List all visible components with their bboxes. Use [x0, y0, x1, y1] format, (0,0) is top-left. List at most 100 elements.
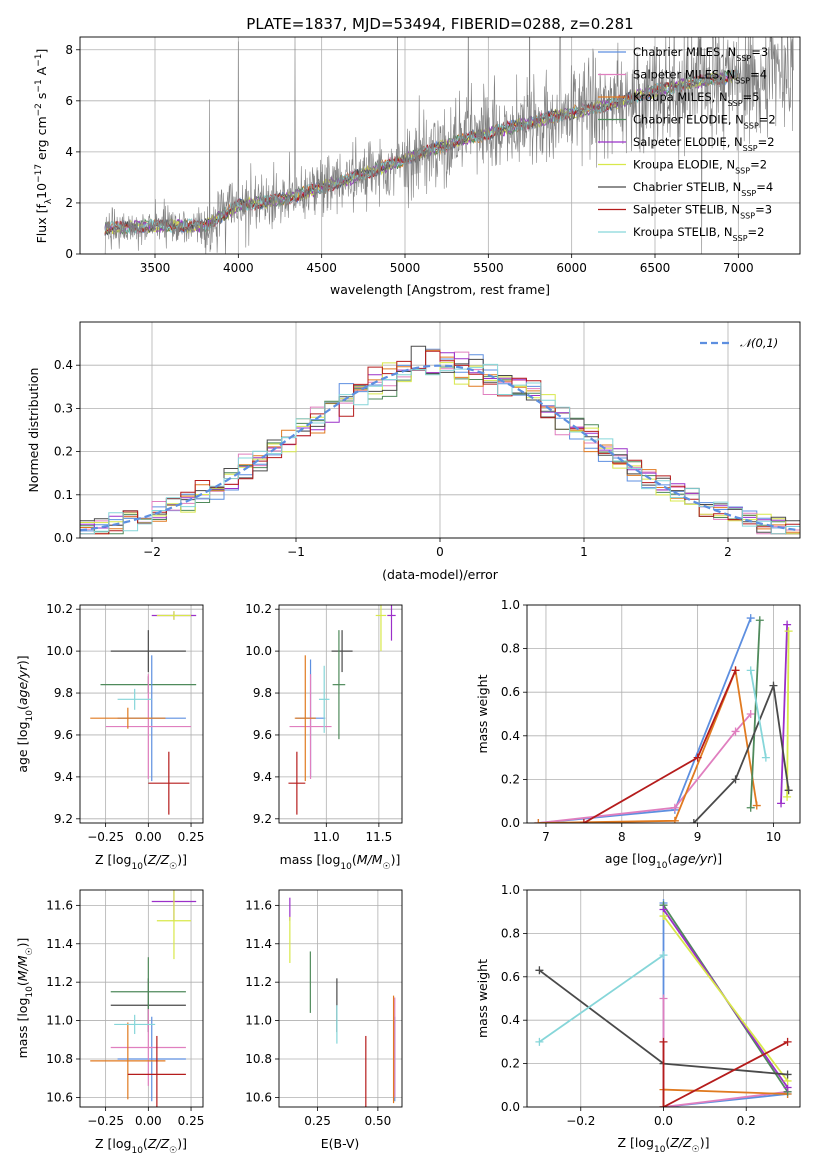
weight-marker: [783, 620, 792, 629]
weight-series: [538, 667, 758, 823]
legend-sub: SSP: [735, 76, 750, 85]
label-part: )]: [15, 655, 30, 665]
x-tick-label: −0.25: [87, 830, 124, 844]
y-tick-label: 0.4: [54, 358, 73, 372]
label-part: Z [log: [618, 1135, 654, 1150]
weight-marker: [784, 627, 793, 636]
weight-marker: [769, 681, 778, 690]
x-tick-label: −1: [287, 545, 305, 559]
weight-marker: [755, 616, 764, 625]
x-tick-label: 6000: [556, 261, 587, 275]
y-tick-label: 11.6: [245, 898, 272, 912]
x-tick-label: 0.00: [135, 1114, 162, 1128]
label-part: ☉: [169, 862, 177, 872]
y-tick-label: 9.2: [253, 812, 272, 826]
label-part: 10: [340, 862, 352, 872]
legend-text: Kroupa MILES, N: [633, 90, 728, 104]
weight-marker: [689, 819, 698, 823]
axes-age-vs-mass: 11.0 11.5 9.2 9.4 9.6 9.8 10.0 10.2 mass [log10(…: [245, 602, 403, 872]
y-tick-label: 0.2: [501, 772, 520, 786]
y-tick-label: 9.6: [253, 728, 272, 742]
label-part: ☉: [169, 1146, 177, 1156]
y-tick-label: 0: [65, 247, 73, 261]
y-axis-label: age [log10(age/yr)]: [15, 655, 35, 772]
weight-marker: [731, 727, 740, 736]
legend-tail: =3: [755, 203, 772, 217]
label-part: 10: [25, 710, 35, 722]
weight-marker: [535, 966, 544, 975]
x-tick-label: 11.5: [366, 830, 393, 844]
errorbar-point: [105, 674, 192, 779]
y-tick-label: 10.0: [46, 644, 73, 658]
y-tick-label: 9.4: [253, 770, 272, 784]
axes-mass-vs-EBV: 0.25 0.50 10.6 10.8 11.0 11.2 11.4 11.6 E(B-V): [245, 889, 403, 1151]
axes-frame: [526, 604, 801, 824]
legend-text: Chabrier ELODIE, N: [633, 113, 744, 127]
weight-marker: [731, 775, 740, 784]
label-part: ☉: [25, 947, 35, 955]
y-tick-label: 11.0: [46, 1014, 73, 1028]
weight-series: [780, 624, 788, 804]
label-part: )]: [177, 852, 187, 867]
errorbar-point: [90, 707, 166, 729]
axes-frame: [526, 889, 801, 1108]
label-part: )]: [700, 1135, 710, 1150]
weight-marker: [752, 801, 761, 810]
axes-frame: [79, 889, 204, 1108]
x-tick-label: 9: [694, 830, 702, 844]
weight-marker: [659, 994, 668, 1003]
label-part: mass [log: [15, 998, 30, 1059]
errorbar-point: [156, 611, 192, 620]
plot-area: [80, 345, 800, 538]
label-part: (: [665, 1135, 670, 1150]
x-tick-label: 4000: [223, 261, 254, 275]
x-tick-label: 0.2: [737, 1114, 756, 1128]
label-part: −1: [34, 79, 44, 92]
legend-entry: Chabrier MILES, NSSP=3: [633, 45, 768, 63]
legend-sub: SSP: [735, 166, 750, 175]
x-tick-label: 0.0: [654, 1114, 673, 1128]
legend-entry: 𝒩(0,1): [740, 336, 778, 350]
x-tick-label: −0.25: [87, 1114, 124, 1128]
x-tick-label: 5000: [390, 261, 421, 275]
legend-entry: Salpeter ELODIE, NSSP=2: [633, 135, 775, 153]
weight-marker: [783, 1037, 792, 1046]
y-tick-label: 11.2: [46, 975, 73, 989]
weight-marker: [746, 710, 755, 718]
y-tick-label: 0.2: [54, 445, 73, 459]
y-tick-label: 6: [65, 94, 73, 108]
label-part: λ: [44, 198, 54, 204]
label-part: age/yr: [672, 851, 713, 866]
y-tick-label: 10.2: [46, 602, 73, 616]
y-tick-label: 0.0: [501, 816, 520, 830]
weight-marker: [746, 666, 755, 675]
legend-sub: SSP: [744, 121, 759, 130]
axes-spectrum: 3500 4000 4500 5000 5500 6000 6500 7000 0 2 4 6 8 wav…: [34, 36, 801, 297]
x-tick-label: 7000: [723, 261, 754, 275]
legend-sub: SSP: [736, 54, 751, 63]
weight-marker: [535, 1037, 544, 1046]
legend-entry: Kroupa STELIB, NSSP=2: [633, 225, 764, 243]
normal-curve: [80, 364, 798, 532]
label-part: Z/Z: [147, 852, 170, 867]
axes-frame: [79, 36, 801, 255]
legend-text: Salpeter STELIB, N: [633, 203, 740, 217]
errorbar-point: [318, 665, 330, 733]
label-part: Z [log: [95, 1136, 131, 1151]
weight-series: [786, 631, 790, 797]
weight-series: [538, 713, 752, 823]
label-part: (: [15, 981, 30, 986]
x-tick-label: 0.25: [178, 1114, 205, 1128]
weight-series: [662, 915, 789, 1082]
observed-spectrum: [104, 37, 794, 254]
weight-marker: [670, 816, 679, 823]
label-part: −17: [34, 164, 44, 183]
label-part: −2: [34, 103, 44, 116]
x-axis-label: wavelength [Angstrom, rest frame]: [330, 282, 550, 297]
legend-entry: Kroupa ELODIE, NSSP=2: [633, 158, 767, 176]
errorbar-point: [331, 630, 353, 673]
y-axis-label: Flux [fλ10−17 erg cm−2 s−1 A−1]: [34, 49, 54, 244]
y-tick-label: 11.4: [46, 937, 73, 951]
